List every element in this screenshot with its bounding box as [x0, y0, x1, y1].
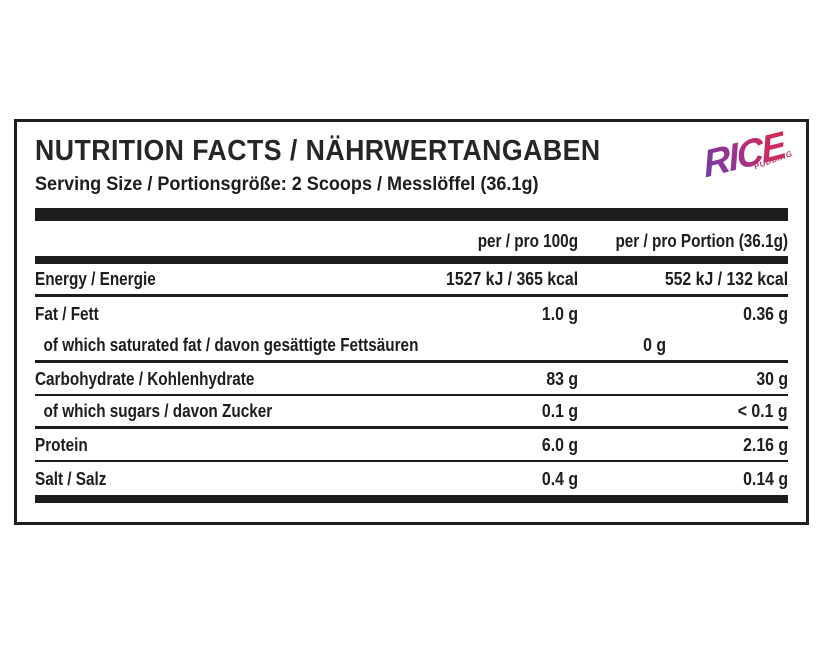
label-title: NUTRITION FACTS / NÄHRWERTANGABEN: [35, 135, 601, 167]
row-value-per-100g: 1.0 g: [541, 303, 578, 324]
row-value-per-portion: 552 kJ / 132 kcal: [664, 269, 788, 289]
column-header-per-100g: per / pro 100g: [477, 231, 578, 251]
row-value-per-portion: < 0.1 g: [738, 401, 788, 421]
table-row: of which saturated fat / davon gesättigt…: [35, 330, 788, 363]
table-row: Salt / Salz 0.4 g 0.14 g: [35, 462, 788, 495]
table-row: Energy / Energie 1527 kJ / 365 kcal 552 …: [35, 264, 788, 297]
separator-bar-bottom: [35, 495, 788, 503]
separator-bar-top: [35, 208, 788, 221]
row-value-per-100g: 1527 kJ / 365 kcal: [445, 269, 578, 289]
row-label: Energy / Energie: [35, 269, 156, 289]
row-value-per-100g: 6.0 g: [541, 434, 578, 455]
row-value-per-portion: 0.36 g: [743, 303, 788, 324]
separator-bar-header: [35, 256, 788, 264]
nutrition-label: RICE PUDDING NUTRITION FACTS / NÄHRWERTA…: [14, 119, 809, 525]
table-row: of which sugars / davon Zucker 0.1 g < 0…: [35, 396, 788, 429]
row-label: of which saturated fat / davon gesättigt…: [43, 335, 419, 355]
row-label: Carbohydrate / Kohlenhydrate: [35, 368, 255, 389]
column-header-per-portion: per / pro Portion (36.1g): [615, 231, 788, 251]
row-value-per-portion: 2.16 g: [743, 434, 788, 455]
row-value-per-100g: 0 g: [643, 335, 667, 355]
table-row: Carbohydrate / Kohlenhydrate 83 g 30 g: [35, 363, 788, 396]
row-value-per-portion: 30 g: [756, 368, 788, 389]
table-row: Protein 6.0 g 2.16 g: [35, 429, 788, 462]
row-value-per-100g: 0.4 g: [541, 468, 578, 489]
row-label: of which sugars / davon Zucker: [43, 401, 273, 421]
row-label: Fat / Fett: [35, 303, 99, 324]
table-row: Fat / Fett 1.0 g 0.36 g: [35, 297, 788, 330]
column-headers: per / pro 100g per / pro Portion (36.1g): [35, 221, 788, 256]
row-label: Protein: [35, 434, 88, 455]
row-value-per-100g: 0.1 g: [541, 401, 578, 421]
table-rows: Energy / Energie 1527 kJ / 365 kcal 552 …: [35, 264, 788, 495]
row-value-per-100g: 83 g: [546, 368, 578, 389]
row-value-per-portion: 0.14 g: [743, 468, 788, 489]
serving-size-text: Serving Size / Portionsgröße: 2 Scoops /…: [35, 174, 539, 195]
row-label: Salt / Salz: [35, 468, 107, 489]
